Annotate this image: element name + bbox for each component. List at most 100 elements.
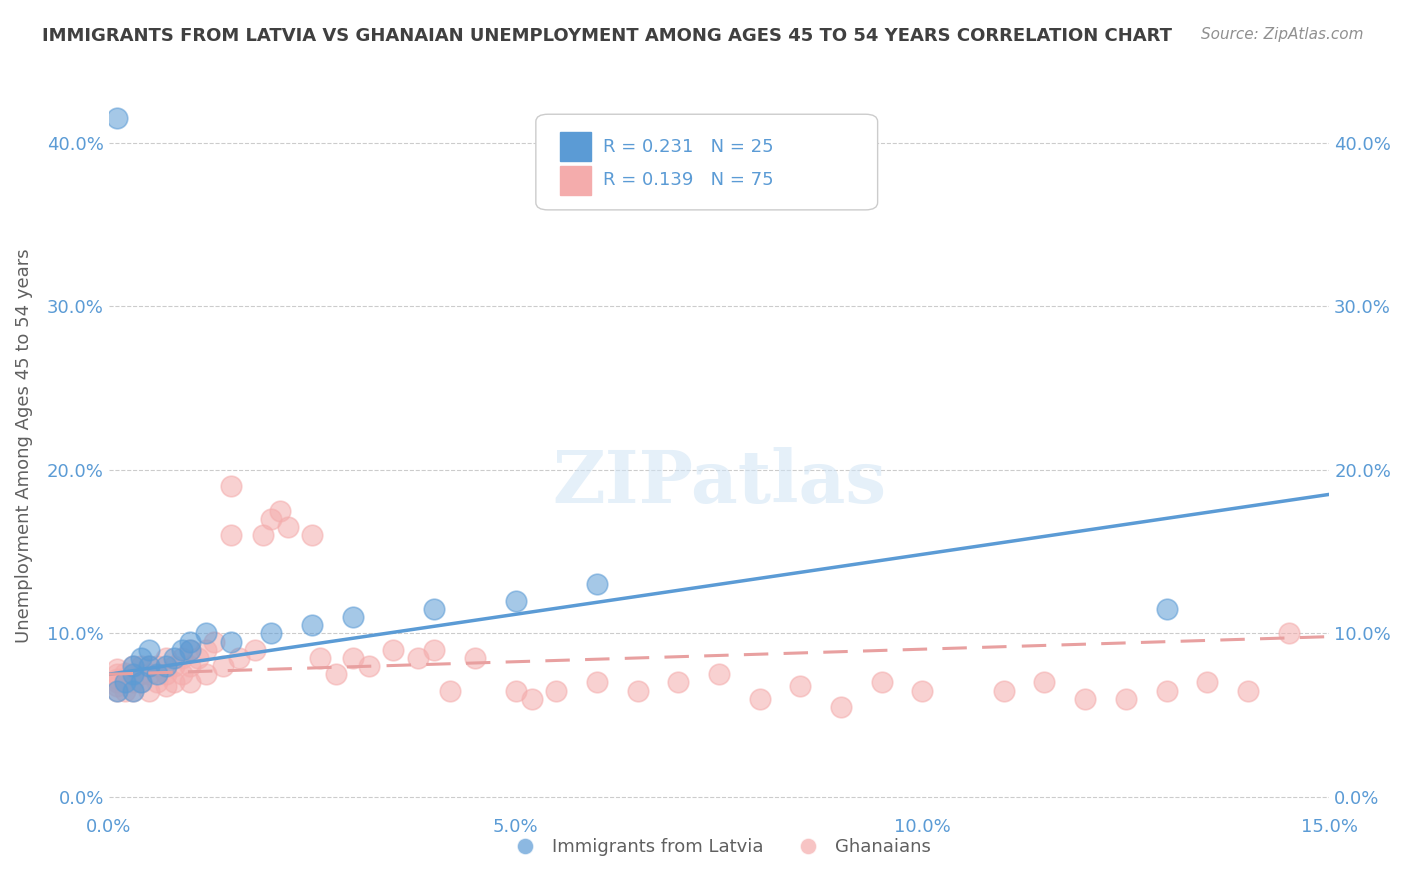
Point xyxy=(187,651,209,665)
Point xyxy=(1074,691,1097,706)
Point xyxy=(406,651,429,665)
Point xyxy=(277,520,299,534)
Point xyxy=(105,672,128,686)
Bar xyxy=(560,132,591,161)
Point xyxy=(114,683,136,698)
Point xyxy=(211,659,233,673)
Point xyxy=(1237,683,1260,698)
Point xyxy=(309,651,332,665)
Point xyxy=(122,667,145,681)
Point xyxy=(114,665,136,680)
Point xyxy=(520,691,543,706)
Point xyxy=(1033,675,1056,690)
Point xyxy=(129,675,152,690)
Point xyxy=(219,528,242,542)
Point xyxy=(1115,691,1137,706)
Point xyxy=(505,593,527,607)
Point xyxy=(122,667,145,681)
Point xyxy=(1156,602,1178,616)
Point xyxy=(170,651,193,665)
Point xyxy=(342,610,364,624)
Text: IMMIGRANTS FROM LATVIA VS GHANAIAN UNEMPLOYMENT AMONG AGES 45 TO 54 YEARS CORREL: IMMIGRANTS FROM LATVIA VS GHANAIAN UNEMP… xyxy=(42,27,1173,45)
Point xyxy=(993,683,1015,698)
FancyBboxPatch shape xyxy=(536,114,877,210)
Point xyxy=(830,700,852,714)
Text: ZIPatlas: ZIPatlas xyxy=(553,447,886,517)
Point xyxy=(243,642,266,657)
Point xyxy=(439,683,461,698)
Point xyxy=(464,651,486,665)
Point xyxy=(129,667,152,681)
Point xyxy=(195,626,218,640)
Point xyxy=(163,675,186,690)
Point xyxy=(122,683,145,698)
Point xyxy=(179,675,201,690)
Point xyxy=(586,577,609,591)
Point xyxy=(129,659,152,673)
Point xyxy=(202,634,225,648)
Point xyxy=(170,667,193,681)
Point xyxy=(138,642,160,657)
Point xyxy=(105,667,128,681)
Point xyxy=(122,659,145,673)
Point xyxy=(269,504,291,518)
Point xyxy=(195,667,218,681)
Point xyxy=(114,675,136,690)
Point xyxy=(179,642,201,657)
Point xyxy=(122,675,145,690)
Point xyxy=(138,667,160,681)
Point xyxy=(146,659,169,673)
Text: Source: ZipAtlas.com: Source: ZipAtlas.com xyxy=(1201,27,1364,42)
Point xyxy=(195,642,218,657)
Point xyxy=(105,683,128,698)
Point xyxy=(105,112,128,126)
Point xyxy=(155,659,177,673)
Point xyxy=(586,675,609,690)
Point xyxy=(228,651,250,665)
Point xyxy=(146,667,169,681)
Text: R = 0.231   N = 25: R = 0.231 N = 25 xyxy=(603,137,773,155)
Point xyxy=(105,662,128,676)
Point xyxy=(357,659,380,673)
Point xyxy=(155,651,177,665)
Point xyxy=(105,679,128,693)
Point xyxy=(138,683,160,698)
Point xyxy=(260,512,283,526)
Point xyxy=(105,675,128,690)
Point xyxy=(129,675,152,690)
Point xyxy=(179,634,201,648)
Point xyxy=(105,683,128,698)
Point xyxy=(423,642,446,657)
Point xyxy=(252,528,274,542)
Point xyxy=(155,667,177,681)
Point xyxy=(546,683,568,698)
Point xyxy=(911,683,934,698)
Point xyxy=(138,659,160,673)
Point xyxy=(122,683,145,698)
Point xyxy=(122,659,145,673)
Point xyxy=(325,667,347,681)
Point xyxy=(626,683,648,698)
Point xyxy=(179,659,201,673)
Point xyxy=(423,602,446,616)
Point xyxy=(146,675,169,690)
Point xyxy=(129,651,152,665)
Point xyxy=(301,618,323,632)
Point xyxy=(1277,626,1299,640)
Text: R = 0.139   N = 75: R = 0.139 N = 75 xyxy=(603,171,773,189)
Point xyxy=(1156,683,1178,698)
Point xyxy=(382,642,405,657)
Point xyxy=(1197,675,1219,690)
Y-axis label: Unemployment Among Ages 45 to 54 years: Unemployment Among Ages 45 to 54 years xyxy=(15,248,32,642)
Point xyxy=(260,626,283,640)
Point xyxy=(707,667,730,681)
Point xyxy=(789,679,811,693)
Point xyxy=(179,642,201,657)
Point xyxy=(870,675,893,690)
Point xyxy=(666,675,689,690)
Point xyxy=(505,683,527,698)
Point xyxy=(301,528,323,542)
Point xyxy=(342,651,364,665)
Point xyxy=(114,675,136,690)
Point xyxy=(748,691,770,706)
